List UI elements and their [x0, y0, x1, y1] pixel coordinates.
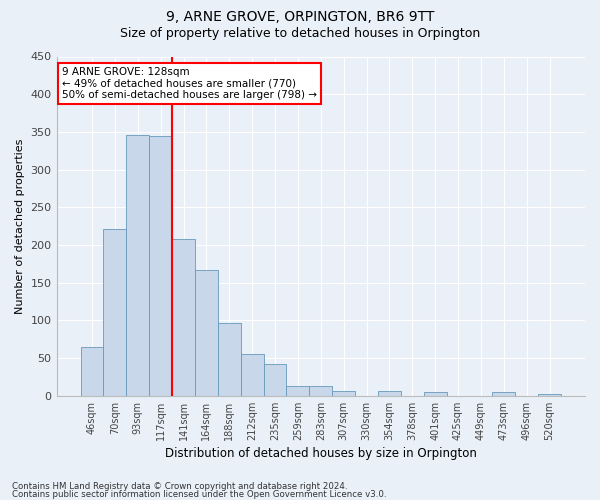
Text: 9, ARNE GROVE, ORPINGTON, BR6 9TT: 9, ARNE GROVE, ORPINGTON, BR6 9TT — [166, 10, 434, 24]
Bar — [378, 390, 401, 396]
Text: Contains public sector information licensed under the Open Government Licence v3: Contains public sector information licen… — [12, 490, 386, 499]
Y-axis label: Number of detached properties: Number of detached properties — [15, 138, 25, 314]
Bar — [424, 392, 446, 396]
Bar — [172, 239, 195, 396]
Bar — [218, 322, 241, 396]
Bar — [103, 229, 127, 396]
X-axis label: Distribution of detached houses by size in Orpington: Distribution of detached houses by size … — [165, 447, 477, 460]
Bar — [127, 135, 149, 396]
Text: Size of property relative to detached houses in Orpington: Size of property relative to detached ho… — [120, 28, 480, 40]
Bar — [263, 364, 286, 396]
Bar — [241, 354, 263, 396]
Bar — [80, 347, 103, 396]
Bar — [538, 394, 561, 396]
Bar — [310, 386, 332, 396]
Bar — [286, 386, 310, 396]
Text: Contains HM Land Registry data © Crown copyright and database right 2024.: Contains HM Land Registry data © Crown c… — [12, 482, 347, 491]
Text: 9 ARNE GROVE: 128sqm
← 49% of detached houses are smaller (770)
50% of semi-deta: 9 ARNE GROVE: 128sqm ← 49% of detached h… — [62, 66, 317, 100]
Bar — [493, 392, 515, 396]
Bar — [149, 136, 172, 396]
Bar — [195, 270, 218, 396]
Bar — [332, 390, 355, 396]
